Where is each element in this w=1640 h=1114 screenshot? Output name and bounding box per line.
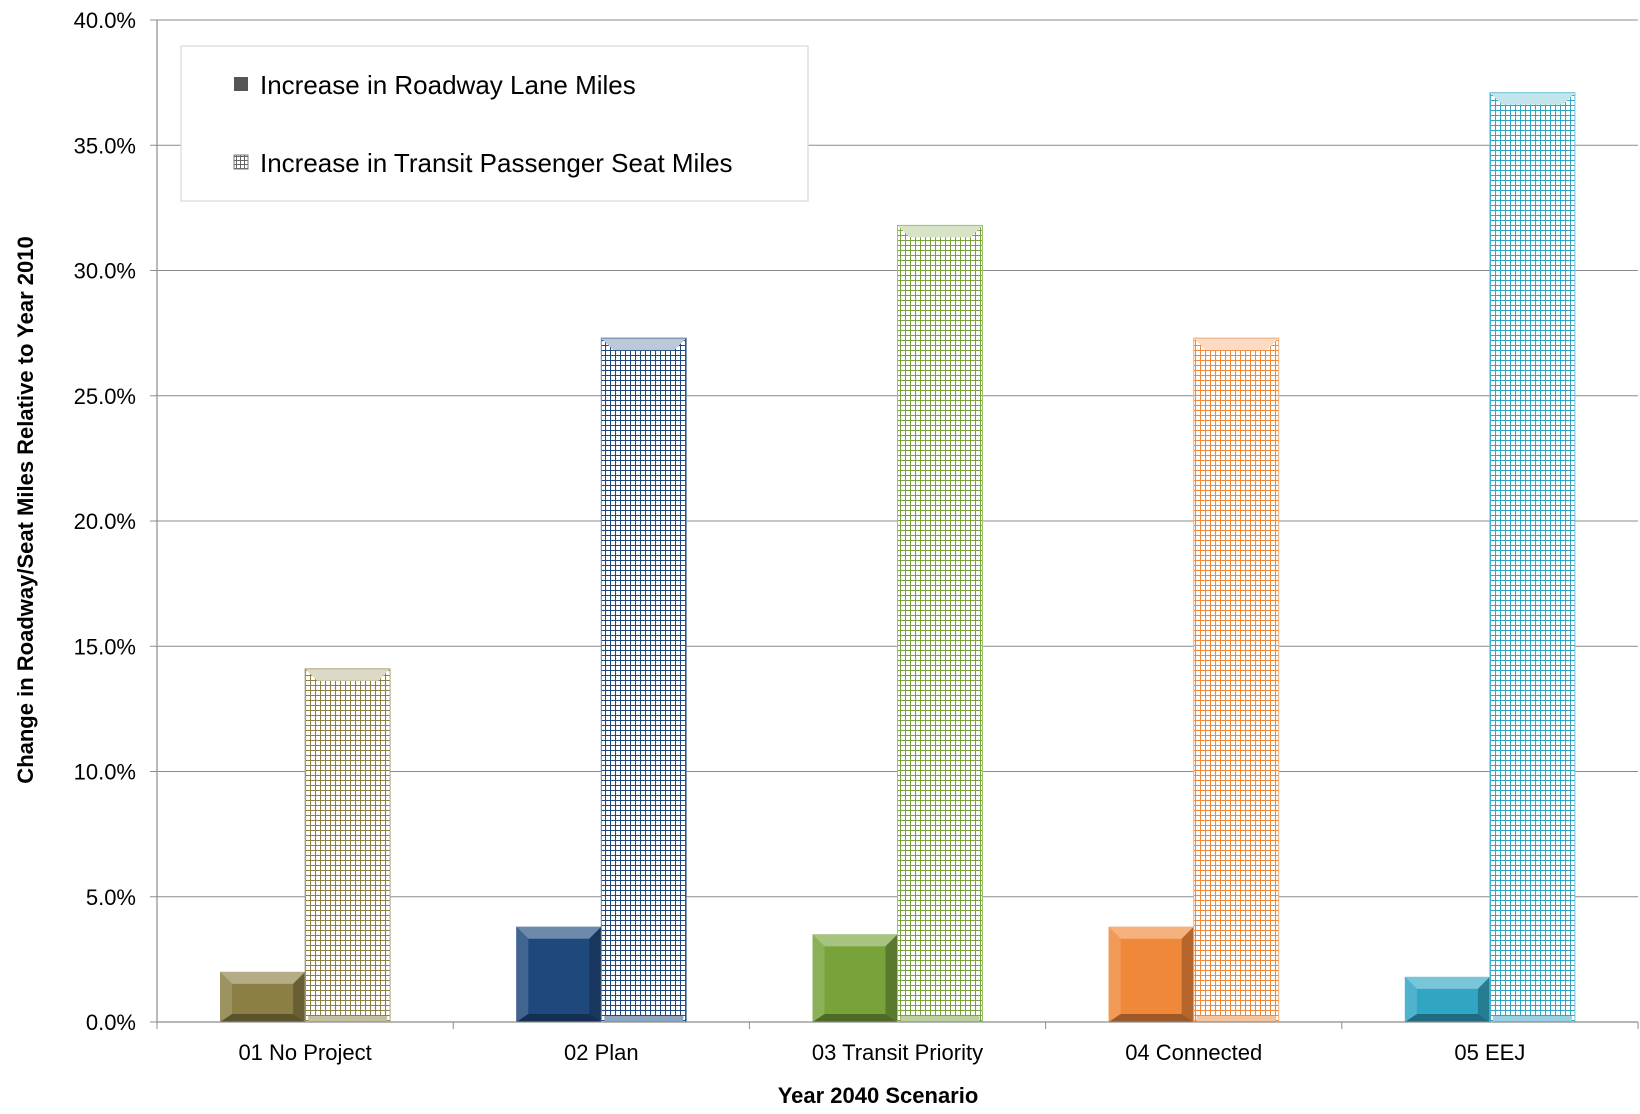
- bar-bevel-bottom: [220, 1014, 306, 1022]
- bar-transit-seat-miles: [601, 338, 687, 1022]
- bar-bevel-right: [1181, 926, 1194, 1022]
- bar-bevel-top: [220, 971, 306, 984]
- bar-bevel-bottom: [1492, 1016, 1572, 1022]
- x-tick-label: 03 Transit Priority: [812, 1040, 983, 1065]
- legend-swatch-roadway: [234, 77, 248, 91]
- bar-bevel-top: [305, 668, 391, 681]
- x-axis-title: Year 2040 Scenario: [778, 1083, 979, 1108]
- bar-bevel-bottom: [1404, 1014, 1490, 1022]
- bar-bevel-top: [516, 926, 602, 939]
- legend-label-roadway: Increase in Roadway Lane Miles: [260, 70, 636, 100]
- x-tick-label: 04 Connected: [1125, 1040, 1262, 1065]
- bar-bevel-bottom: [308, 1016, 388, 1022]
- bar-roadway-lane-miles: [516, 926, 602, 1022]
- y-tick-label: 15.0%: [74, 634, 136, 659]
- bar-bevel-bottom: [604, 1016, 684, 1022]
- y-tick-label: 0.0%: [86, 1010, 136, 1035]
- x-axis-ticks: 01 No Project 02 Plan 03 Transit Priority 0…: [156, 1022, 1639, 1065]
- bar-bevel-top: [1108, 926, 1194, 939]
- bar-roadway-lane-miles: [1108, 926, 1194, 1022]
- bar-transit-seat-miles: [897, 225, 983, 1022]
- y-tick-label: 30.0%: [74, 259, 136, 284]
- bar-roadway-lane-miles: [812, 934, 898, 1022]
- y-tick-label: 40.0%: [74, 8, 136, 33]
- x-tick-label: 01 No Project: [238, 1040, 371, 1065]
- bar-bevel-left: [220, 971, 233, 1022]
- y-axis-title: Change in Roadway/Seat Miles Relative to…: [13, 236, 38, 783]
- y-tick-label: 5.0%: [86, 885, 136, 910]
- bar-bevel-bottom: [1108, 1014, 1194, 1022]
- legend: Increase in Roadway Lane Miles Increase …: [180, 45, 809, 202]
- bar-bevel-top: [1489, 92, 1575, 105]
- bar-bevel-bottom: [900, 1016, 980, 1022]
- bar-bevel-bottom: [1196, 1016, 1276, 1022]
- x-tick-label: 02 Plan: [564, 1040, 639, 1065]
- y-tick-label: 20.0%: [74, 509, 136, 534]
- bar-transit-seat-miles: [1193, 338, 1279, 1022]
- bar-bevel-top: [897, 225, 983, 238]
- bar-bevel-top: [601, 338, 687, 351]
- x-tick-label: 05 EEJ: [1454, 1040, 1525, 1065]
- bar-bevel-bottom: [516, 1014, 602, 1022]
- y-axis-ticks: 0.0% 5.0% 10.0% 15.0% 20.0% 25.0% 30.0% 35.0% 40…: [74, 8, 158, 1035]
- legend-label-transit: Increase in Transit Passenger Seat Miles: [260, 148, 733, 178]
- bar-bevel-left: [1108, 926, 1121, 1022]
- bar-transit-seat-miles: [1489, 92, 1575, 1022]
- legend-swatch-transit: [233, 154, 249, 170]
- bar-bevel-left: [812, 934, 825, 1022]
- bar-bevel-right: [1477, 976, 1490, 1022]
- bar-bevel-right: [589, 926, 602, 1022]
- bar-bevel-top: [1404, 976, 1490, 989]
- bar-bevel-top: [812, 934, 898, 947]
- bar-bevel-left: [1404, 976, 1417, 1022]
- legend-box: [180, 45, 809, 202]
- bars: [220, 92, 1576, 1023]
- bar-bevel-left: [516, 926, 529, 1022]
- bar-bevel-right: [293, 971, 306, 1022]
- y-tick-label: 25.0%: [74, 384, 136, 409]
- y-tick-label: 10.0%: [74, 760, 136, 785]
- bar-bevel-right: [885, 934, 898, 1022]
- bar-transit-seat-miles: [305, 668, 391, 1022]
- bar-bevel-top: [1193, 338, 1279, 351]
- bar-bevel-bottom: [812, 1014, 898, 1022]
- y-tick-label: 35.0%: [74, 133, 136, 158]
